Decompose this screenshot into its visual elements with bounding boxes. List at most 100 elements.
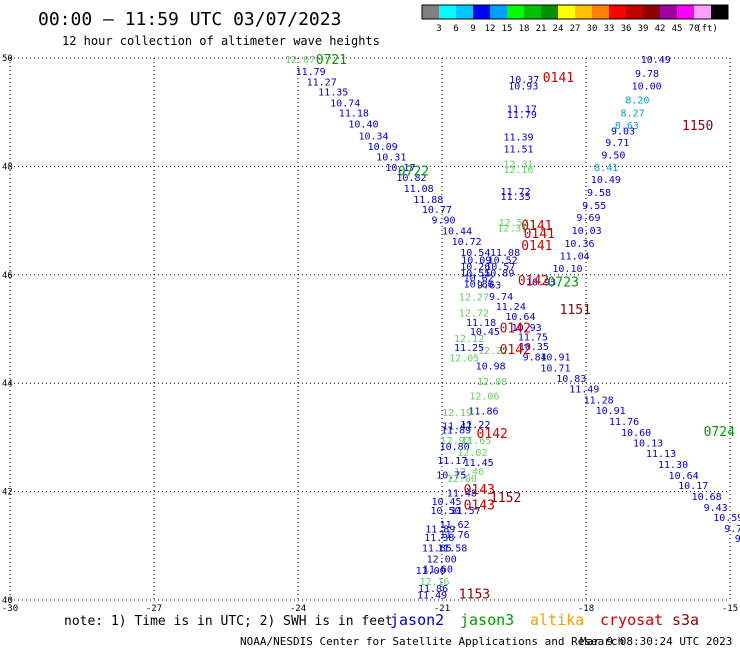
swh-value: 11.89 bbox=[441, 425, 471, 436]
swh-value: 10.98 bbox=[476, 361, 506, 372]
swh-value: 11.76 bbox=[609, 417, 639, 428]
colorbar-label: 15 bbox=[502, 24, 513, 34]
swh-value: 11.72 bbox=[501, 187, 531, 198]
colorbar-label: 45 bbox=[672, 24, 683, 34]
x-tick-label: -15 bbox=[722, 604, 738, 614]
swh-value: 12.02 bbox=[457, 448, 487, 459]
swh-value: 12.52 bbox=[499, 218, 529, 229]
swh-value: 10.80 bbox=[440, 442, 470, 453]
swh-value: 9.78 bbox=[635, 69, 659, 80]
colorbar-swatch bbox=[575, 5, 592, 19]
colorbar-swatch bbox=[507, 5, 524, 19]
y-tick-label: 42 bbox=[2, 488, 13, 498]
colorbar-swatch bbox=[422, 5, 439, 19]
swh-value: 10.09 bbox=[461, 256, 491, 267]
swh-value: 9.84 bbox=[523, 353, 547, 364]
swh-value: 11.30 bbox=[658, 460, 688, 471]
swh-value: 11.76 bbox=[440, 530, 470, 541]
colorbar-swatch bbox=[558, 5, 575, 19]
swh-value: 10.57 bbox=[485, 262, 515, 273]
swh-value: 10.10 bbox=[552, 264, 582, 275]
swh-value: 9.79 bbox=[735, 534, 740, 545]
pass-time-label: 0142 bbox=[500, 321, 531, 336]
colorbar-swatch bbox=[694, 5, 711, 19]
swh-value: 10.34 bbox=[358, 132, 388, 143]
colorbar-label: 6 bbox=[453, 24, 458, 34]
swh-value: 11.51 bbox=[503, 145, 533, 156]
swh-value: 9.90 bbox=[431, 216, 455, 227]
swh-value: 11.47 bbox=[442, 421, 472, 432]
swh-value: 12.06 bbox=[469, 392, 499, 403]
swh-value: 11.49 bbox=[569, 385, 599, 396]
swh-value: 10.91 bbox=[540, 353, 570, 364]
colorbar-label: 21 bbox=[536, 24, 547, 34]
pass-time-label: 0142 bbox=[500, 343, 531, 358]
swh-value: 12.00 bbox=[447, 474, 477, 485]
swh-value: 11.38 bbox=[424, 533, 454, 544]
pass-time-label: 1151 bbox=[560, 303, 591, 318]
x-tick-label: -27 bbox=[146, 604, 162, 614]
colorbar-label: 24 bbox=[553, 24, 564, 34]
swh-value: 10.60 bbox=[621, 428, 651, 439]
swh-value: 10.64 bbox=[669, 471, 699, 482]
pass-time-label: 0723 bbox=[548, 275, 579, 290]
swh-value: 10.86 bbox=[464, 279, 494, 290]
swh-value: 10.17 bbox=[385, 163, 415, 174]
chart-title: 00:00 – 11:59 UTC 03/07/2023 bbox=[38, 9, 341, 30]
swh-value: 10.52 bbox=[488, 256, 518, 267]
swh-value: 10.45 bbox=[470, 327, 500, 338]
colorbar-label: 9 bbox=[470, 24, 475, 34]
colorbar-swatch bbox=[473, 5, 490, 19]
swh-value: 10.93 bbox=[512, 323, 542, 334]
swh-value: 8.20 bbox=[625, 96, 649, 107]
swh-value: 10.82 bbox=[396, 173, 426, 184]
colorbar-frame bbox=[421, 4, 729, 20]
swh-value: 8.41 bbox=[594, 163, 618, 174]
swh-value: 12.16 bbox=[503, 165, 533, 176]
swh-value: 10.49 bbox=[641, 55, 671, 66]
swh-value: 10.31 bbox=[376, 153, 406, 164]
x-tick-label: -24 bbox=[290, 604, 306, 614]
footer-timestamp: Mar 9 08:30:24 UTC 2023 bbox=[580, 635, 732, 648]
swh-value: 12.00 bbox=[427, 554, 457, 565]
pass-time-label: 0141 bbox=[521, 219, 552, 234]
swh-value: 10.59 bbox=[713, 513, 740, 524]
colorbar-swatch bbox=[609, 5, 626, 19]
swh-value: 11.39 bbox=[503, 133, 533, 144]
legend-altika: altika bbox=[530, 611, 584, 629]
swh-value: 10.36 bbox=[564, 239, 594, 250]
swh-value: 11.35 bbox=[318, 88, 348, 99]
swh-value: 10.54 bbox=[460, 248, 490, 259]
swh-value: 10.44 bbox=[442, 226, 472, 237]
colorbar-swatch bbox=[541, 5, 558, 19]
pass-time-label: 0722 bbox=[398, 165, 429, 180]
swh-value: 9.43 bbox=[704, 503, 728, 514]
pass-time-label: 1152 bbox=[490, 491, 521, 506]
swh-value: 10.68 bbox=[692, 492, 722, 503]
swh-value: 12.22 bbox=[478, 346, 508, 357]
swh-value: 11.08 bbox=[404, 184, 434, 195]
satellite-legend: jason2 jason3 altika cryosat s3a bbox=[390, 611, 699, 629]
pass-time-label: 0143 bbox=[464, 483, 495, 498]
pass-time-label: 0141 bbox=[524, 227, 555, 242]
swh-value: 10.64 bbox=[505, 312, 535, 323]
colorbar-swatch bbox=[592, 5, 609, 19]
x-tick-label: -18 bbox=[578, 604, 594, 614]
swh-value: 12.46 bbox=[454, 467, 484, 478]
x-tick-label: -30 bbox=[2, 604, 18, 614]
pass-time-label: 0143 bbox=[464, 499, 495, 514]
legend-jason3: jason3 bbox=[460, 611, 514, 629]
pass-time-label: 0724 bbox=[704, 425, 735, 440]
swh-value: 8.27 bbox=[621, 109, 645, 120]
swh-value: 9.72 bbox=[724, 524, 740, 535]
y-tick-label: 40 bbox=[2, 596, 13, 606]
swh-value: 11.25 bbox=[454, 343, 484, 354]
swh-value: 11.13 bbox=[646, 449, 676, 460]
swh-value: 12.31 bbox=[503, 160, 533, 171]
note-text: note: 1) Time is in UTC; 2) SWH is in fe… bbox=[64, 614, 393, 629]
swh-value: 10.83 bbox=[556, 374, 586, 385]
swh-value: 11.08 bbox=[490, 248, 520, 259]
swh-value: 11.79 bbox=[296, 67, 326, 78]
colorbar-swatch bbox=[711, 5, 728, 19]
pass-time-label: 0141 bbox=[521, 239, 552, 254]
